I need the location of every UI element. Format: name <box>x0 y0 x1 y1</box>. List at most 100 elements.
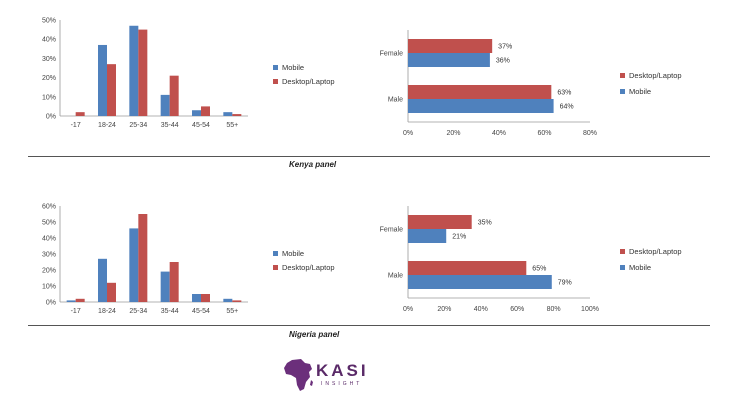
x-tick-label: 40% <box>492 130 506 137</box>
x-tick-label: 55+ <box>226 122 238 129</box>
bar-desktop-laptop-18-24 <box>107 64 116 116</box>
x-tick-label: 25-34 <box>129 308 147 315</box>
legend-label-mobile: Mobile <box>282 63 304 72</box>
bar-mobile-25-34 <box>129 25 139 116</box>
data-label: 37% <box>498 44 512 51</box>
legend-label-mobile: Mobile <box>282 249 304 258</box>
nigeria-caption: Nigeria panel <box>289 330 340 339</box>
legend-label-mobile: Mobile <box>629 87 651 96</box>
y-tick-label: 10% <box>42 284 56 291</box>
x-tick-label: 55+ <box>226 308 238 315</box>
data-label: 36% <box>496 58 510 65</box>
logo-tagline: INSIGHT <box>321 381 363 387</box>
y-tick-label: 20% <box>42 75 56 82</box>
legend-label-desktop-laptop: Desktop/Laptop <box>629 71 682 80</box>
data-label: 79% <box>558 280 572 287</box>
bar-desktop-laptop-female <box>408 39 493 53</box>
x-tick-label: 0% <box>403 306 413 313</box>
y-tick-label: 0% <box>46 300 56 307</box>
y-tick-label: Male <box>388 97 403 104</box>
data-label: 64% <box>560 104 574 111</box>
y-tick-label: 30% <box>42 56 56 63</box>
kenya-gender-chart: 0% 20% 40% 60% 80% 37% 36% Female 63% 64% Male Desk… <box>380 30 682 137</box>
legend-swatch-desktop-laptop <box>273 265 278 270</box>
y-tick-label: Female <box>380 51 403 58</box>
y-tick-label: 50% <box>42 220 56 227</box>
x-tick-label: 20% <box>437 306 451 313</box>
legend-label-mobile: Mobile <box>629 263 651 272</box>
legend-swatch-desktop-laptop <box>620 249 625 254</box>
x-tick-label: 0% <box>403 130 413 137</box>
bar-desktop-laptop-male <box>408 261 527 275</box>
x-tick-label: 35-44 <box>161 308 179 315</box>
x-tick-label: 45-54 <box>192 122 210 129</box>
bar-desktop-laptop-55 <box>232 300 242 302</box>
legend-label-desktop-laptop: Desktop/Laptop <box>629 247 682 256</box>
legend-swatch-desktop-laptop <box>620 73 625 78</box>
x-tick-label: 25-34 <box>129 122 147 129</box>
x-tick-label: 60% <box>537 130 551 137</box>
bar-desktop-laptop-female <box>408 215 472 229</box>
nigeria-gender-chart: 0% 20% 40% 60% 80% 100% 35% 21% Female 65% 79% Male… <box>380 206 682 313</box>
bar-mobile-male <box>408 99 554 113</box>
data-label: 63% <box>557 90 571 97</box>
x-tick-label: 18-24 <box>98 122 116 129</box>
x-tick-label: 100% <box>581 306 599 313</box>
africa-map-icon <box>284 359 313 391</box>
x-tick-label: 18-24 <box>98 308 116 315</box>
bar-desktop-laptop-18-24 <box>107 282 116 302</box>
nigeria-divider <box>28 325 710 326</box>
x-tick-label: 80% <box>583 130 597 137</box>
x-tick-label: -17 <box>71 308 81 315</box>
y-tick-label: 30% <box>42 252 56 259</box>
bar-mobile-55 <box>223 112 233 116</box>
bar-desktop-laptop-35-44 <box>169 75 179 116</box>
y-tick-label: Male <box>388 273 403 280</box>
x-tick-label: -17 <box>71 122 81 129</box>
legend-swatch-mobile <box>620 265 625 270</box>
data-label: 21% <box>452 234 466 241</box>
bar-mobile-45-54 <box>192 110 201 116</box>
bar-desktop-laptop-35-44 <box>169 262 179 302</box>
bar-mobile-18-24 <box>98 258 107 302</box>
y-tick-label: 60% <box>42 204 56 211</box>
legend-swatch-mobile <box>273 65 278 70</box>
logo-name: KASI <box>316 361 369 380</box>
bar-desktop-laptop-17 <box>75 112 85 116</box>
y-tick-label: 0% <box>46 114 56 121</box>
kenya-caption: Kenya panel <box>289 160 337 169</box>
y-tick-label: 40% <box>42 236 56 243</box>
x-tick-label: 40% <box>474 306 488 313</box>
bar-mobile-male <box>408 275 552 289</box>
bar-mobile-45-54 <box>192 294 201 302</box>
legend-swatch-mobile <box>620 89 625 94</box>
kenya-age-chart: 0% 10% 20% 30% 40% 50% -17 18-24 25-34 35-44 45-54… <box>42 18 335 130</box>
data-label: 35% <box>478 220 492 227</box>
kasi-logo: KASI INSIGHT <box>283 358 403 394</box>
bar-desktop-laptop-male <box>408 85 552 99</box>
y-tick-label: Female <box>380 227 403 234</box>
bar-desktop-laptop-17 <box>75 298 85 302</box>
bar-desktop-laptop-25-34 <box>138 29 148 116</box>
legend-swatch-desktop-laptop <box>273 79 278 84</box>
legend-swatch-mobile <box>273 251 278 256</box>
bar-mobile-35-44 <box>160 271 170 302</box>
bar-mobile-female <box>408 53 490 67</box>
bar-mobile-female <box>408 229 447 243</box>
bar-mobile-18-24 <box>98 44 107 116</box>
x-tick-label: 20% <box>446 130 460 137</box>
bar-mobile-35-44 <box>160 94 170 116</box>
x-tick-label: 60% <box>510 306 524 313</box>
bar-mobile-25-34 <box>129 228 139 302</box>
y-tick-label: 10% <box>42 94 56 101</box>
nigeria-age-chart: 0% 10% 20% 30% 40% 50% 60% -17 18-24 25-34 35-44 45… <box>42 204 335 316</box>
data-label: 65% <box>532 266 546 273</box>
y-tick-label: 50% <box>42 18 56 25</box>
bar-desktop-laptop-25-34 <box>138 214 148 302</box>
x-tick-label: 35-44 <box>161 122 179 129</box>
bar-desktop-laptop-45-54 <box>201 106 210 116</box>
bar-desktop-laptop-55 <box>232 114 242 116</box>
legend-label-desktop-laptop: Desktop/Laptop <box>282 263 335 272</box>
bar-mobile-17 <box>66 300 76 302</box>
legend-label-desktop-laptop: Desktop/Laptop <box>282 77 335 86</box>
